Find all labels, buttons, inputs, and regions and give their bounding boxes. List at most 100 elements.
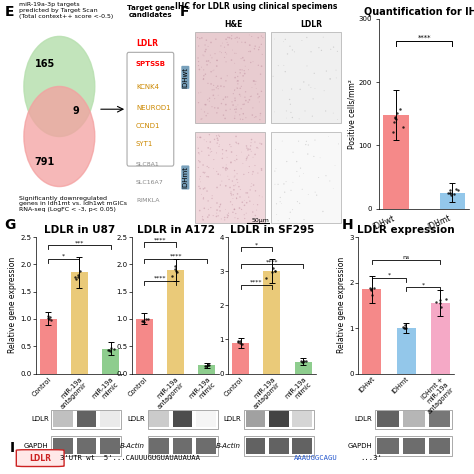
Point — [278, 137, 286, 145]
Point — [240, 211, 248, 219]
Bar — [77, 411, 96, 428]
Point — [274, 181, 282, 188]
Point — [232, 138, 240, 146]
Point — [213, 132, 220, 140]
Point — [255, 98, 263, 106]
Point — [274, 217, 282, 224]
Point — [195, 150, 203, 158]
Point — [240, 77, 247, 85]
Y-axis label: Relative gene expression: Relative gene expression — [337, 257, 346, 354]
Point — [213, 206, 221, 214]
Point — [247, 139, 255, 146]
Point — [195, 62, 202, 69]
Point — [283, 114, 290, 122]
Text: ****: **** — [250, 280, 263, 285]
Point — [332, 74, 340, 82]
Point — [218, 177, 226, 185]
Point — [236, 204, 244, 212]
Bar — [431, 303, 450, 374]
Point — [255, 192, 263, 200]
Point — [203, 57, 210, 65]
Point — [252, 212, 259, 219]
Bar — [440, 193, 465, 209]
Point — [228, 201, 236, 209]
Point — [299, 358, 306, 366]
Text: ns: ns — [402, 255, 410, 260]
Point — [310, 153, 318, 160]
Point — [201, 362, 209, 369]
Text: miR-19a
mimic: miR-19a mimic — [91, 376, 120, 404]
Point — [236, 35, 243, 42]
Point — [203, 138, 210, 146]
Point — [293, 168, 301, 175]
Point — [238, 38, 246, 46]
Point — [201, 169, 208, 177]
Point — [247, 142, 255, 150]
Point — [214, 170, 222, 178]
Point — [206, 59, 214, 66]
Point — [245, 48, 252, 55]
Point — [315, 174, 322, 182]
Point — [196, 35, 204, 42]
Point — [233, 84, 241, 91]
Text: LDLR: LDLR — [223, 416, 241, 422]
Point — [248, 33, 255, 40]
Text: *: * — [255, 242, 258, 247]
Point — [367, 286, 374, 294]
Point — [271, 181, 279, 188]
Text: SLC8A1: SLC8A1 — [136, 162, 160, 166]
Point — [257, 71, 264, 78]
Point — [274, 62, 282, 70]
Point — [219, 96, 227, 103]
Point — [222, 167, 230, 174]
Bar — [173, 411, 192, 428]
Point — [251, 81, 259, 88]
Point — [200, 75, 208, 82]
Point — [200, 72, 208, 80]
Point — [220, 83, 228, 91]
Point — [286, 96, 293, 103]
Point — [209, 192, 216, 200]
Bar — [271, 132, 341, 223]
Point — [293, 158, 301, 165]
Point — [171, 265, 179, 273]
Point — [436, 296, 444, 304]
Point — [236, 111, 244, 118]
Text: ****: **** — [265, 259, 278, 264]
Point — [222, 36, 230, 43]
Point — [223, 165, 231, 173]
Point — [229, 101, 237, 109]
Point — [231, 97, 239, 104]
Point — [237, 339, 244, 346]
Point — [249, 168, 257, 175]
Point — [247, 92, 255, 100]
Point — [447, 191, 455, 199]
Point — [231, 206, 238, 213]
Point — [238, 66, 246, 73]
Text: miR-19a-3p targets
predicted by Target Scan
(Total context++ score <-0.5): miR-19a-3p targets predicted by Target S… — [19, 2, 113, 19]
Text: Control: Control — [127, 376, 148, 397]
Text: miR-19a
mimic: miR-19a mimic — [187, 376, 216, 404]
Point — [222, 58, 230, 65]
Point — [287, 187, 295, 194]
Point — [198, 191, 205, 198]
Bar — [147, 410, 218, 429]
Point — [204, 206, 212, 213]
Point — [209, 86, 216, 94]
Text: CCND1: CCND1 — [136, 123, 160, 129]
Point — [214, 82, 221, 90]
Point — [334, 47, 341, 55]
Point — [269, 264, 276, 272]
Point — [207, 68, 215, 75]
Point — [195, 89, 202, 97]
Point — [233, 170, 241, 177]
Point — [110, 345, 118, 353]
Point — [272, 267, 279, 274]
Point — [252, 187, 259, 195]
Point — [219, 146, 226, 154]
Point — [221, 54, 228, 61]
Point — [295, 115, 303, 123]
Point — [211, 104, 219, 111]
Point — [196, 158, 204, 165]
Text: ...3': ...3' — [360, 455, 382, 461]
